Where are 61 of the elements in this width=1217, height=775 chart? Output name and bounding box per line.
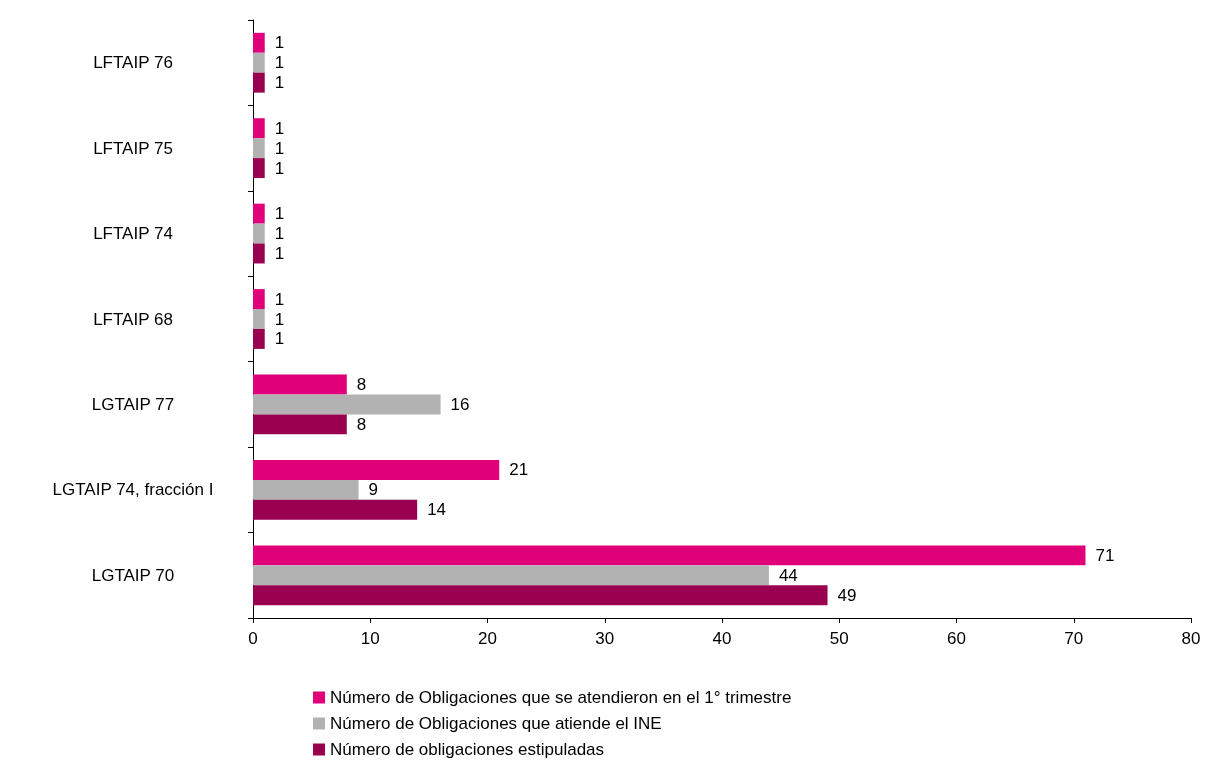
data-label: 1 xyxy=(274,204,285,224)
data-label: 1 xyxy=(274,309,285,329)
data-label: 1 xyxy=(274,158,285,178)
bar xyxy=(253,138,265,159)
x-tick-label: 50 xyxy=(829,629,849,648)
y-tick-label: LGTAIP 70 xyxy=(91,565,175,585)
data-label: 16 xyxy=(450,394,470,414)
bar xyxy=(253,289,265,310)
x-tick-label: 70 xyxy=(1064,629,1084,648)
data-label: 14 xyxy=(427,500,447,520)
x-tick-label: 30 xyxy=(595,629,615,648)
data-label: 1 xyxy=(274,244,285,263)
bar xyxy=(253,72,265,93)
data-label: 1 xyxy=(274,289,285,309)
data-label: 1 xyxy=(274,73,285,93)
legend-label: Número de obligaciones estipuladas xyxy=(330,740,605,759)
bar xyxy=(253,545,1086,566)
data-label: 71 xyxy=(1095,545,1115,565)
bar xyxy=(253,414,347,435)
bar xyxy=(253,223,265,244)
legend-label: Número de Obligaciones que se atendieron en el 1° trimestre xyxy=(330,688,792,707)
x-tick-label: 0 xyxy=(248,629,258,648)
bar xyxy=(253,32,265,53)
x-tick-label: 80 xyxy=(1181,629,1201,648)
bar xyxy=(253,52,265,73)
data-label: 1 xyxy=(274,138,285,158)
x-tick-label: 20 xyxy=(478,629,497,648)
x-tick-label: 40 xyxy=(712,629,732,648)
y-tick-label: LGTAIP 74, fracción I xyxy=(52,480,214,500)
bar xyxy=(253,479,359,500)
bar xyxy=(253,309,265,329)
data-label: 1 xyxy=(274,33,285,53)
y-tick-label: LFTAIP 68 xyxy=(93,309,173,329)
data-label: 1 xyxy=(274,53,285,73)
bar xyxy=(253,459,500,480)
data-label: 21 xyxy=(509,460,529,480)
y-tick-label: LFTAIP 76 xyxy=(93,53,173,73)
bar xyxy=(253,565,769,586)
bar xyxy=(253,394,441,415)
x-tick-label: 10 xyxy=(360,629,380,648)
data-label: 8 xyxy=(356,414,367,434)
data-label: 8 xyxy=(356,375,367,394)
bar xyxy=(253,499,418,520)
bar xyxy=(253,203,265,224)
y-tick-label: LFTAIP 75 xyxy=(93,138,173,158)
data-label: 1 xyxy=(274,118,285,138)
data-label: 1 xyxy=(274,224,285,244)
data-label: 49 xyxy=(837,585,857,605)
legend-label: Número de Obligaciones que atiende el INE xyxy=(330,714,662,733)
y-tick-label: LFTAIP 74 xyxy=(93,224,173,244)
bar xyxy=(253,118,265,139)
bar xyxy=(253,585,828,606)
bar xyxy=(253,374,347,395)
bar xyxy=(253,328,265,349)
y-tick-label: LGTAIP 77 xyxy=(91,394,175,414)
data-label: 9 xyxy=(368,480,378,500)
bar xyxy=(253,158,265,179)
data-label: 1 xyxy=(274,329,285,349)
x-tick-label: 60 xyxy=(947,629,966,648)
data-label: 44 xyxy=(778,565,798,585)
bar xyxy=(253,243,265,264)
